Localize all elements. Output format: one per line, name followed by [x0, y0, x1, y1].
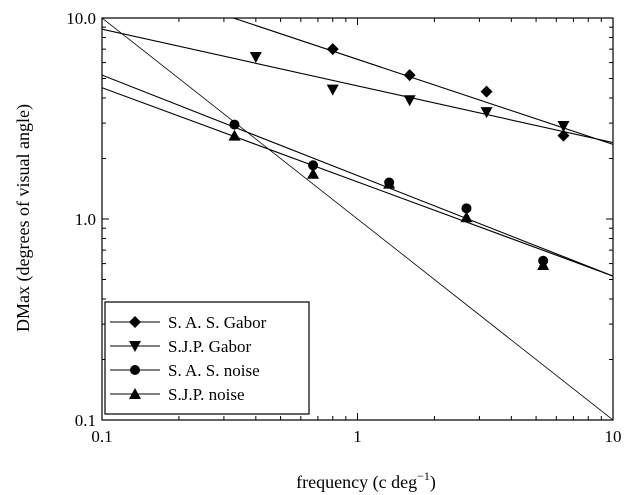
data-point [480, 85, 493, 98]
y-tick-label: 1.0 [75, 210, 96, 229]
fit-line [231, 18, 613, 145]
fit-line [102, 28, 613, 144]
y-tick-label: 0.1 [75, 411, 96, 430]
legend-items: S. A. S. Gabor S.J.P. Gabor S. A. S. noise… [110, 313, 267, 404]
data-point [403, 95, 416, 107]
data-point [249, 51, 262, 63]
x-tick-label: 0.1 [91, 427, 112, 446]
legend-label: S.J.P. noise [168, 385, 245, 404]
data-point [460, 211, 473, 223]
data-point [557, 121, 570, 133]
legend-marker [129, 341, 141, 352]
data-point [307, 167, 320, 179]
x-tick-label: 1 [353, 427, 362, 446]
legend: S. A. S. Gabor S.J.P. Gabor S. A. S. noise… [104, 301, 310, 415]
y-tick-label: 10.0 [66, 9, 96, 28]
legend-label: S. A. S. Gabor [168, 313, 267, 332]
reference-line-layer [102, 18, 613, 420]
legend-marker [129, 316, 141, 328]
axis-ticks-layer: 0.1 1 10 0.1 1.0 10.0 [66, 9, 621, 446]
data-point [537, 259, 550, 271]
data-point [229, 119, 240, 130]
data-point [383, 177, 396, 189]
y-axis-label: DMax (degrees of visual angle) [13, 104, 34, 332]
data-point [326, 84, 339, 96]
data-points-layer [228, 43, 570, 271]
legend-marker [129, 388, 141, 399]
fit-lines-layer [102, 18, 613, 277]
fit-line [102, 74, 613, 277]
legend-label: S.J.P. Gabor [168, 337, 251, 356]
x-axis-label: frequency (c deg−1) [296, 469, 436, 493]
data-point [557, 129, 570, 142]
data-point [403, 69, 416, 82]
legend-marker [130, 365, 140, 375]
data-point [461, 203, 472, 214]
x-tick-label: 10 [605, 427, 622, 446]
x-axis-label-exponent: −1 [417, 469, 430, 483]
data-point [480, 107, 493, 119]
reference-slope-line [102, 18, 613, 420]
fit-line [102, 87, 613, 277]
data-point [308, 160, 319, 171]
data-point [228, 129, 241, 141]
data-point [326, 43, 339, 56]
legend-label: S. A. S. noise [168, 361, 260, 380]
